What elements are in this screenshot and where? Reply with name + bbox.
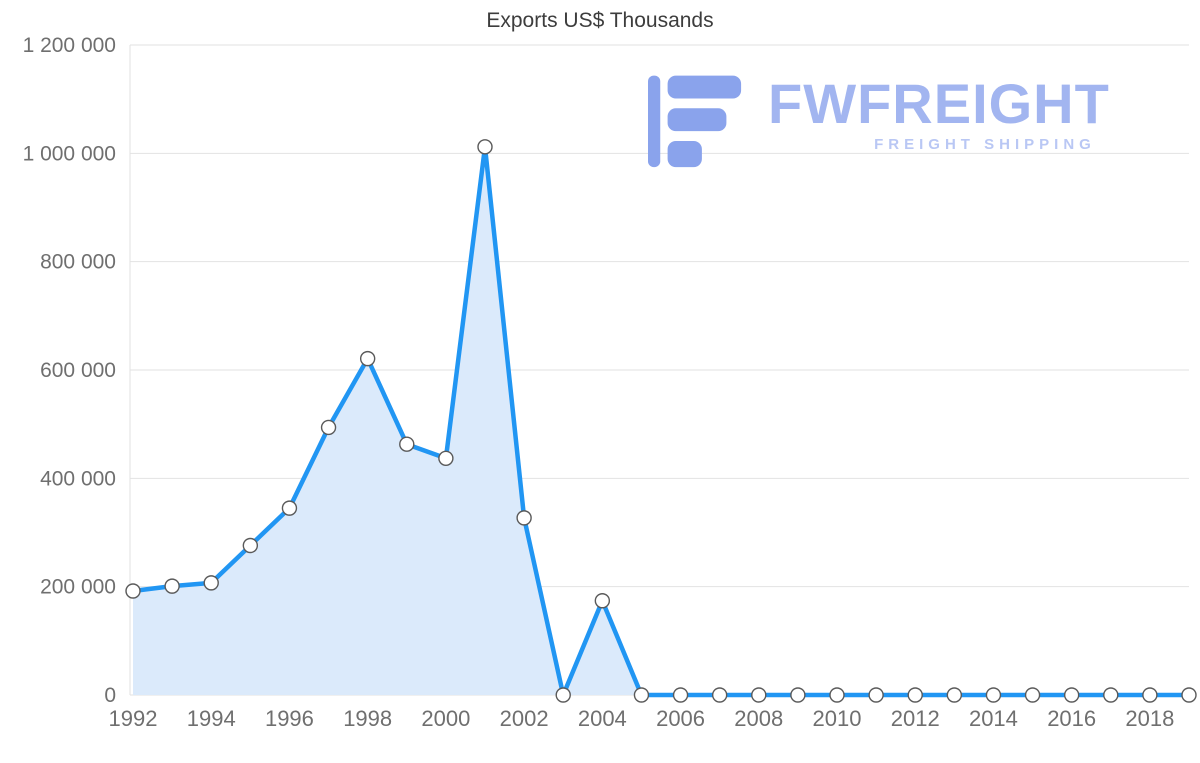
- x-tick-label: 2018: [1125, 706, 1174, 731]
- x-tick-label: 2004: [578, 706, 627, 731]
- x-tick-label: 2010: [813, 706, 862, 731]
- data-point-marker: [1181, 687, 1197, 703]
- data-point-marker: [829, 687, 845, 703]
- data-point-marker: [281, 500, 298, 516]
- data-point-marker: [516, 510, 532, 526]
- chart-title: Exports US$ Thousands: [486, 9, 714, 32]
- data-point-marker: [438, 450, 454, 466]
- data-point-marker: [555, 687, 571, 703]
- data-point-marker: [594, 593, 611, 609]
- data-point-markers: [125, 139, 1197, 703]
- y-tick-label: 0: [104, 684, 116, 707]
- data-point-marker: [477, 139, 493, 155]
- y-tick-label: 200 000: [40, 576, 116, 599]
- data-point-marker: [868, 687, 884, 703]
- data-point-marker: [1024, 687, 1041, 703]
- x-tick-label: 1994: [187, 706, 236, 731]
- brand-name: FWFREIGHT: [768, 72, 1110, 135]
- data-point-marker: [751, 687, 767, 703]
- y-axis-labels: 0 200 000 400 000 600 000 800 000 1 000 000 1 …: [23, 34, 116, 707]
- data-point-marker: [1142, 687, 1158, 703]
- data-point-marker: [320, 419, 337, 436]
- data-point-marker: [399, 436, 415, 452]
- logo-bars: [648, 75, 742, 168]
- data-point-marker: [711, 687, 728, 703]
- data-point-marker: [985, 687, 1002, 703]
- brand-tagline: FREIGHT SHIPPING: [874, 135, 1096, 153]
- series-line: [130, 144, 1192, 698]
- x-tick-label: 1996: [265, 706, 314, 731]
- x-tick-label: 2014: [969, 706, 1018, 731]
- x-tick-label: 2016: [1047, 706, 1096, 731]
- data-point-marker: [125, 583, 141, 599]
- data-point-marker: [359, 350, 376, 367]
- data-point-marker: [790, 687, 806, 703]
- x-tick-label: 2006: [656, 706, 705, 731]
- x-tick-label: 1992: [109, 706, 158, 731]
- y-tick-label: 400 000: [40, 467, 116, 490]
- brand-watermark: FWFREIGHT FREIGHT SHIPPING: [648, 66, 1110, 180]
- area-fill: [133, 146, 1189, 696]
- y-tick-label: 1 000 000: [23, 142, 116, 165]
- data-point-marker: [907, 687, 923, 703]
- x-tick-label: 2008: [734, 706, 783, 731]
- data-point-marker: [1063, 687, 1080, 703]
- y-tick-label: 1 200 000: [23, 34, 116, 57]
- x-tick-label: 2002: [500, 706, 549, 731]
- data-point-marker: [164, 578, 180, 594]
- data-point-marker: [946, 687, 963, 703]
- data-point-marker: [672, 687, 689, 703]
- x-axis-labels: 1992 1994 1996 1998 2000 2002 2004 2006 2008 2010…: [109, 706, 1175, 731]
- x-tick-label: 2012: [891, 706, 940, 731]
- x-tick-label: 2000: [421, 706, 470, 731]
- watermark-text-block: FWFREIGHT FREIGHT SHIPPING: [768, 66, 1110, 153]
- data-point-marker: [633, 687, 650, 703]
- x-tick-label: 1998: [343, 706, 392, 731]
- freight-logo-icon: [648, 75, 742, 168]
- y-tick-label: 800 000: [40, 251, 116, 274]
- y-tick-label: 600 000: [40, 359, 116, 382]
- data-point-marker: [203, 575, 219, 591]
- data-point-marker: [1103, 687, 1119, 703]
- data-point-marker: [242, 537, 259, 554]
